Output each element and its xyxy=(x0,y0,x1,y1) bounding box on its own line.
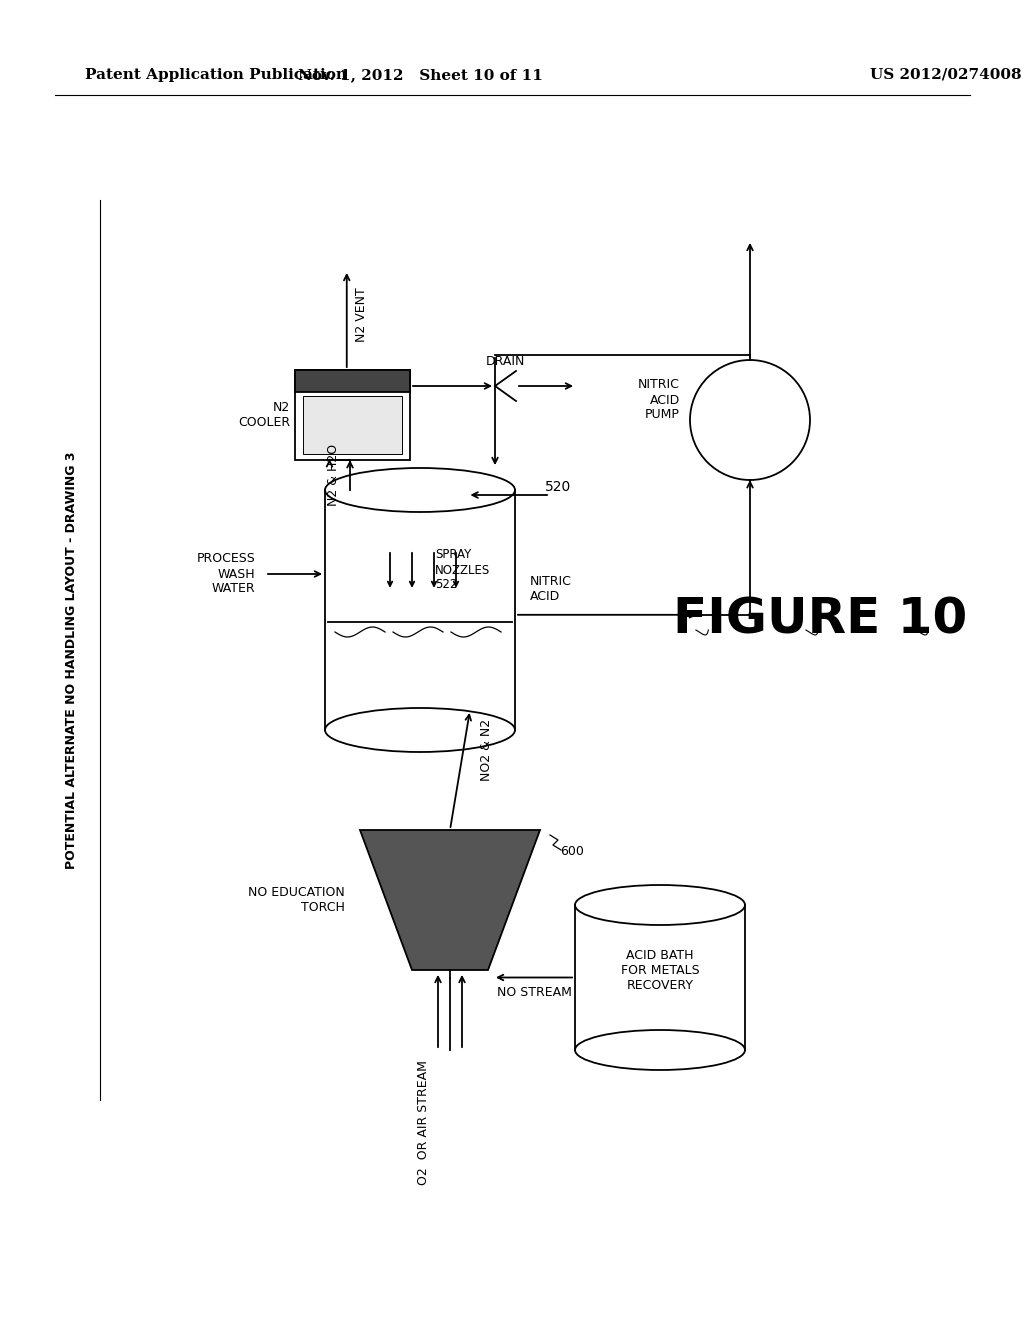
Text: NO STREAM: NO STREAM xyxy=(497,986,571,998)
Text: O2  OR AIR STREAM: O2 OR AIR STREAM xyxy=(417,1060,430,1185)
Text: N2
COOLER: N2 COOLER xyxy=(238,401,290,429)
Text: SPRAY
NOZZLES
522: SPRAY NOZZLES 522 xyxy=(435,549,490,591)
Text: 520: 520 xyxy=(545,480,571,494)
Text: NITRIC
ACID: NITRIC ACID xyxy=(530,574,571,603)
Text: US 2012/0274008 A1: US 2012/0274008 A1 xyxy=(870,69,1024,82)
Text: PROCESS
WASH
WATER: PROCESS WASH WATER xyxy=(197,553,255,595)
Text: NO2 & N2: NO2 & N2 xyxy=(480,719,493,781)
Bar xyxy=(303,396,402,454)
Text: 600: 600 xyxy=(560,845,584,858)
Bar xyxy=(295,370,410,459)
Text: NO EDUCATION
TORCH: NO EDUCATION TORCH xyxy=(248,886,345,913)
Circle shape xyxy=(690,360,810,480)
Text: N2 & H2O: N2 & H2O xyxy=(327,444,340,506)
Ellipse shape xyxy=(575,884,745,925)
Ellipse shape xyxy=(575,1030,745,1071)
Ellipse shape xyxy=(325,708,515,752)
Ellipse shape xyxy=(325,469,515,512)
Text: ACID BATH
FOR METALS
RECOVERY: ACID BATH FOR METALS RECOVERY xyxy=(621,949,699,991)
Bar xyxy=(295,370,410,392)
Text: POTENTIAL ALTERNATE NO HANDLING LAYOUT - DRAWING 3: POTENTIAL ALTERNATE NO HANDLING LAYOUT -… xyxy=(66,451,79,869)
Text: Patent Application Publication: Patent Application Publication xyxy=(85,69,347,82)
Text: FIGURE 10: FIGURE 10 xyxy=(673,597,967,644)
Text: Nov. 1, 2012   Sheet 10 of 11: Nov. 1, 2012 Sheet 10 of 11 xyxy=(298,69,543,82)
Text: DRAIN: DRAIN xyxy=(485,355,524,368)
Text: N2 VENT: N2 VENT xyxy=(354,288,368,342)
Text: NITRIC
ACID
PUMP: NITRIC ACID PUMP xyxy=(638,379,680,421)
Polygon shape xyxy=(360,830,540,970)
